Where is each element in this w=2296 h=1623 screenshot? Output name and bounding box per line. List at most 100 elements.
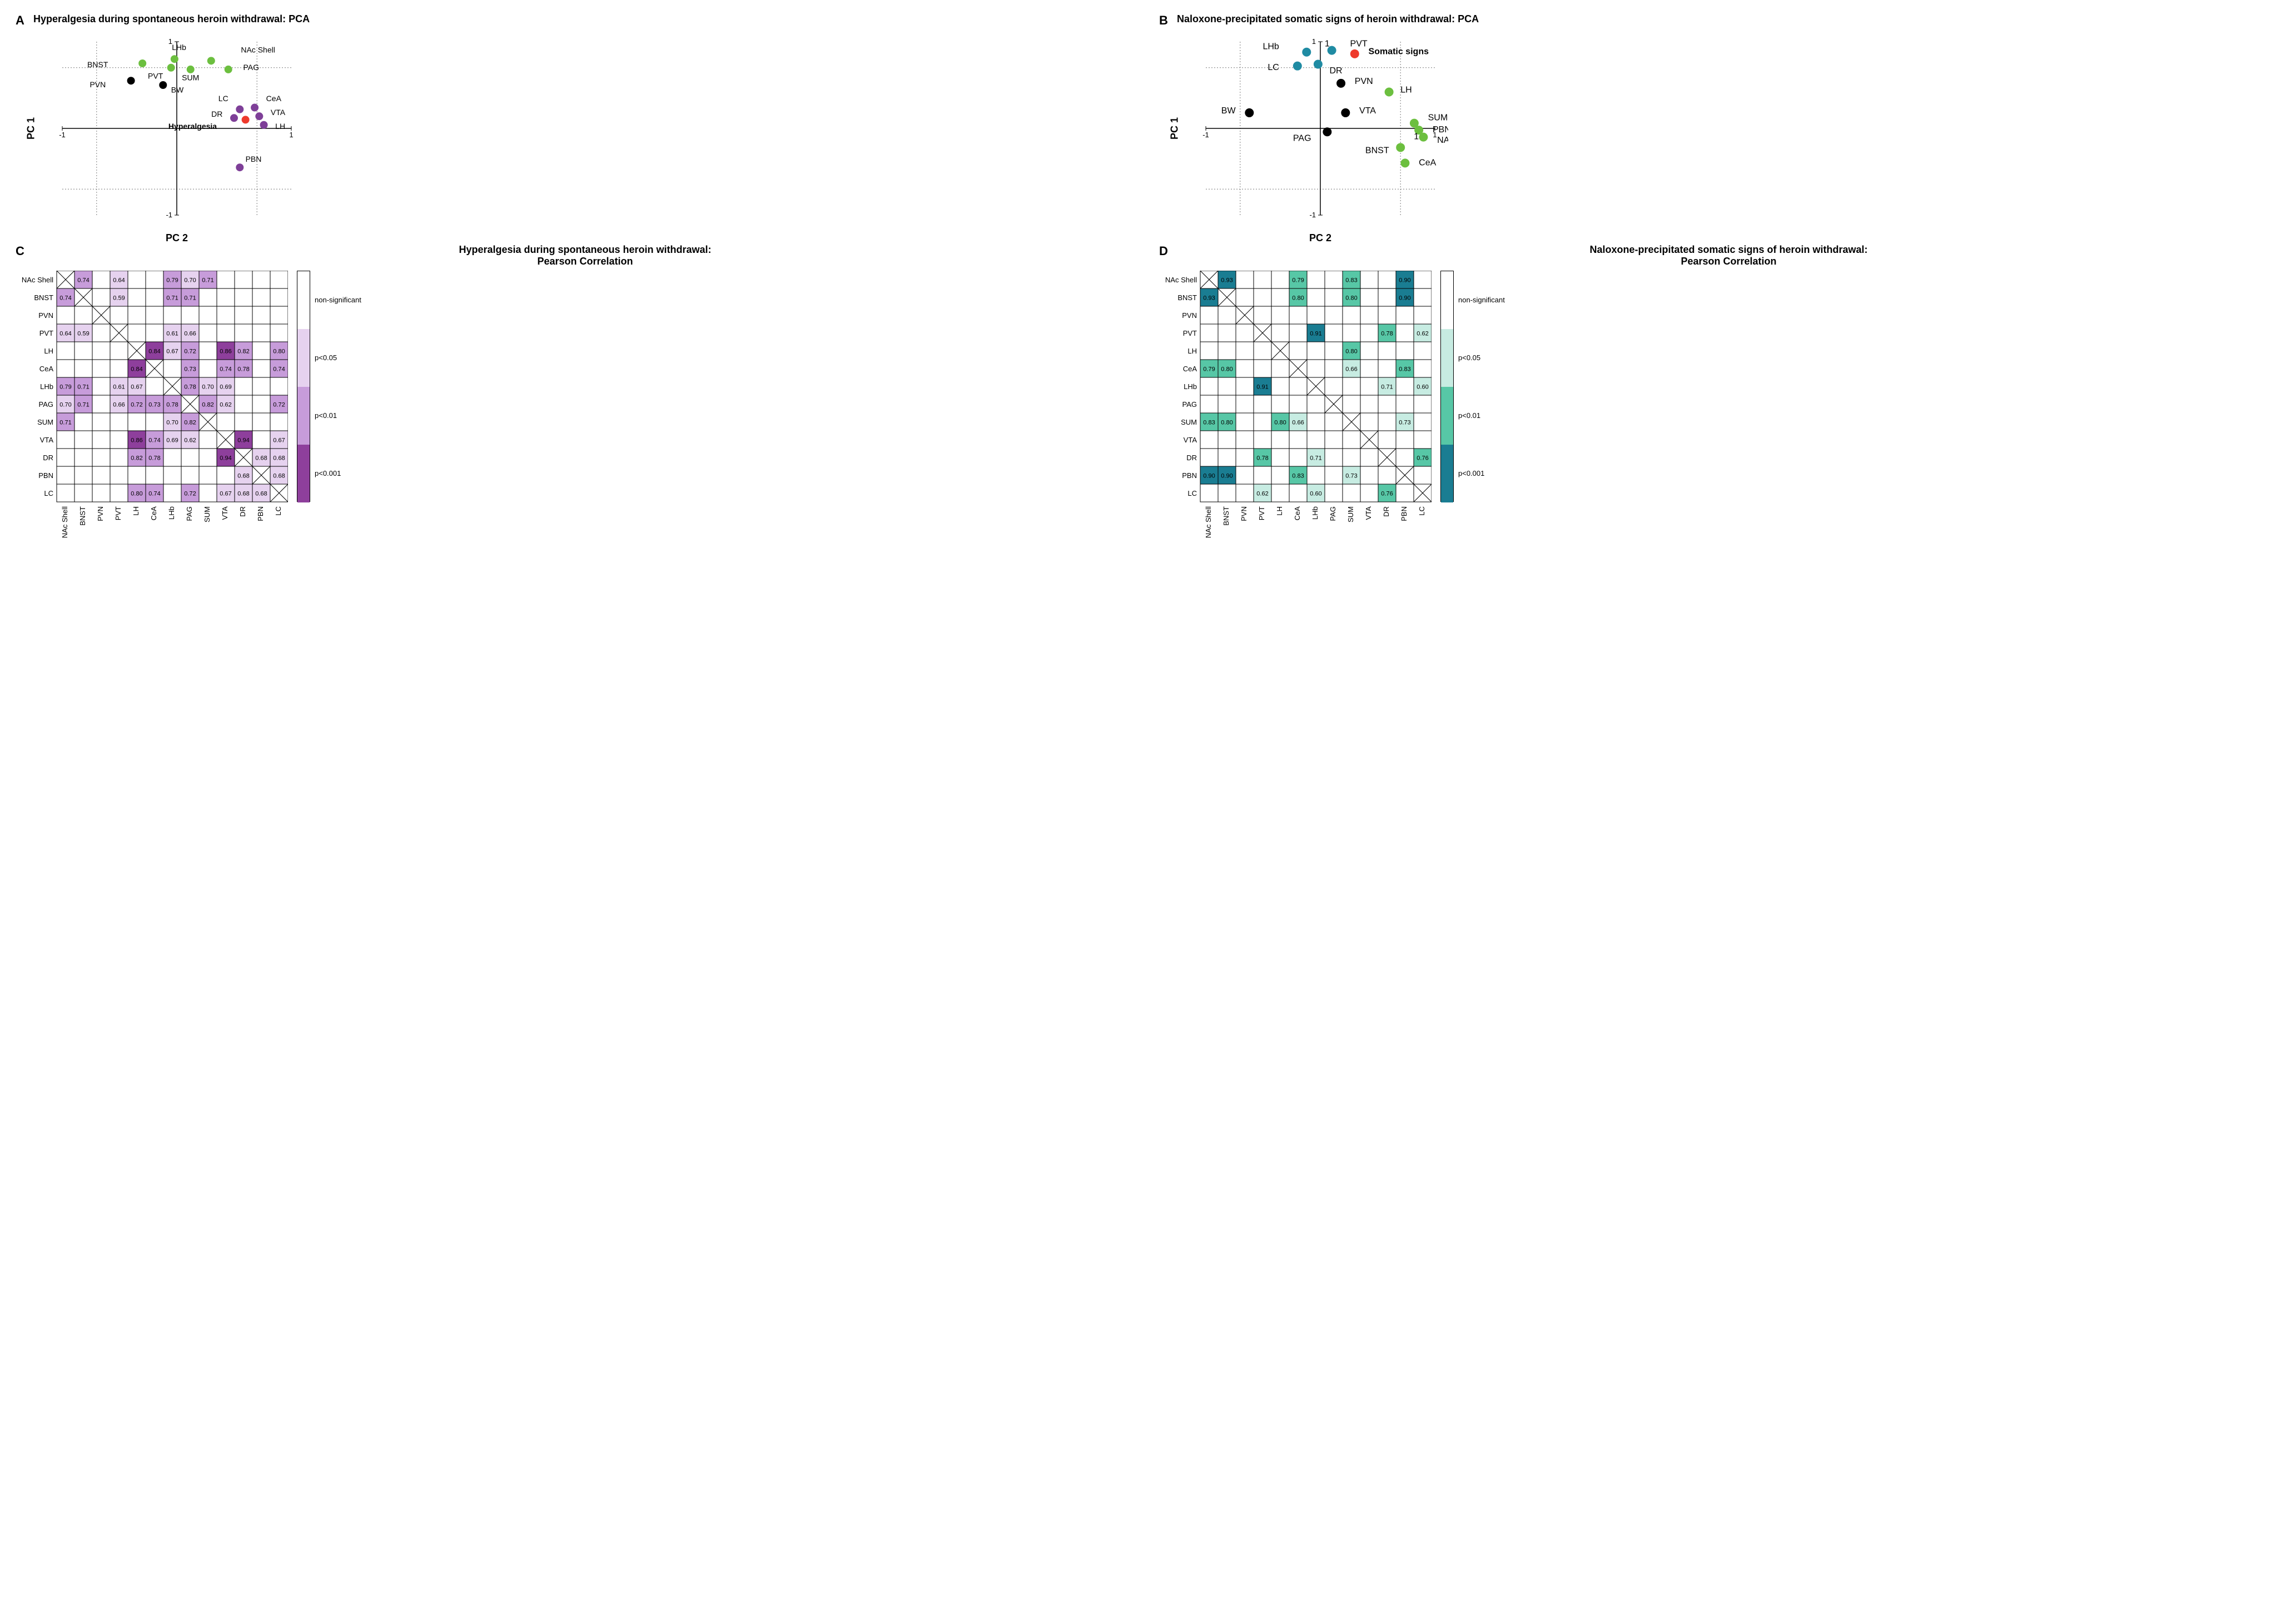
heatmap-value: 0.66 xyxy=(1345,366,1357,372)
heatmap-cell xyxy=(1378,431,1396,449)
heatmap-cell xyxy=(1218,324,1236,342)
heatmap-cell xyxy=(128,271,146,288)
heatmap-cell xyxy=(1271,271,1289,288)
heatmap-cell xyxy=(1289,377,1307,395)
heatmap-value: 0.82 xyxy=(184,419,196,426)
heatmap-value: 0.70 xyxy=(59,401,71,408)
heatmap-cell xyxy=(1396,431,1414,449)
heatmap-cell xyxy=(199,306,217,324)
heatmap-cell xyxy=(1325,324,1343,342)
legend-label: p<0.05 xyxy=(1458,354,1505,362)
legend-swatch xyxy=(297,271,310,329)
heatmap-cell xyxy=(1378,288,1396,306)
heatmap-value: 0.68 xyxy=(237,490,249,497)
heatmap-cell xyxy=(199,324,217,342)
heatmap-cell xyxy=(1414,360,1432,377)
heatmap-cell xyxy=(235,324,252,342)
legend-label: p<0.01 xyxy=(315,411,361,420)
heatmap-cell xyxy=(1271,377,1289,395)
heatmap-value: 0.66 xyxy=(113,401,125,408)
heatmap-value: 0.71 xyxy=(77,384,89,390)
heatmap-cell xyxy=(1236,431,1254,449)
heatmap-cell xyxy=(235,413,252,431)
heatmap-cell xyxy=(92,484,110,502)
scatter-point xyxy=(1302,48,1311,57)
heatmap-value: 0.80 xyxy=(1221,366,1233,372)
heatmap-cell xyxy=(1200,449,1218,466)
heatmap-col-label: LH xyxy=(132,506,140,516)
heatmap-cell xyxy=(1325,342,1343,360)
heatmap-cell xyxy=(1396,377,1414,395)
heatmap-cell xyxy=(1254,431,1271,449)
heatmap-cell xyxy=(1200,306,1218,324)
scatter-point xyxy=(187,66,195,73)
heatmap-cell xyxy=(57,431,74,449)
heatmap-cell xyxy=(163,306,181,324)
panel-title: Hyperalgesia during spontaneous heroin w… xyxy=(33,244,1137,267)
heatmap-value: 0.60 xyxy=(1310,490,1321,497)
heatmap-cell xyxy=(57,466,74,484)
heatmap-cell xyxy=(1236,449,1254,466)
y-axis-label: PC 1 xyxy=(26,117,37,140)
heatmap-value: 0.71 xyxy=(166,295,178,301)
heatmap-cell xyxy=(1236,413,1254,431)
heatmap-cell xyxy=(163,360,181,377)
point-label: BNST xyxy=(87,60,108,69)
heatmap-cell xyxy=(1254,413,1271,431)
point-label: 1 xyxy=(1414,132,1419,142)
heatmap-cell xyxy=(110,306,128,324)
heatmap-cell xyxy=(92,360,110,377)
heatmap-value: 0.80 xyxy=(1274,419,1286,426)
heatmap-cell xyxy=(74,413,92,431)
heatmap-value: 0.82 xyxy=(131,455,142,461)
heatmap-cell xyxy=(1360,377,1378,395)
panel-title: Naloxone-precipitated somatic signs of h… xyxy=(1177,244,2280,267)
point-label: LHb xyxy=(172,43,186,52)
heatmap-cell xyxy=(1325,360,1343,377)
scatter-point xyxy=(1419,133,1428,142)
heatmap-row-label: VTA xyxy=(40,436,54,444)
scatter-point xyxy=(1385,87,1394,96)
heatmap-row-label: BNST xyxy=(1177,293,1197,302)
heatmap-value: 0.70 xyxy=(166,419,178,426)
heatmap-cell xyxy=(1200,395,1218,413)
scatter-point xyxy=(1323,127,1331,136)
heatmap-cell xyxy=(57,449,74,466)
legend-swatch xyxy=(1441,329,1453,387)
heatmap-cell xyxy=(92,377,110,395)
heatmap-value: 0.71 xyxy=(77,401,89,408)
heatmap-cell xyxy=(1271,466,1289,484)
heatmap-cell xyxy=(110,431,128,449)
heatmap-cell xyxy=(235,271,252,288)
svg-text:-1: -1 xyxy=(59,131,66,139)
scatter-point xyxy=(251,104,259,112)
heatmap-value: 0.80 xyxy=(131,490,142,497)
heatmap-cell xyxy=(1218,449,1236,466)
scatter-point xyxy=(225,66,232,73)
heatmap-cell xyxy=(1325,288,1343,306)
heatmap-value: 0.70 xyxy=(184,277,196,283)
heatmap-col-label: LC xyxy=(1418,506,1426,516)
heatmap-row-label: LHb xyxy=(40,382,53,391)
legend-swatch xyxy=(297,387,310,445)
heatmap-cell xyxy=(235,288,252,306)
heatmap-cell xyxy=(270,377,288,395)
heatmap-value: 0.93 xyxy=(1221,277,1233,283)
point-label: VTA xyxy=(1359,106,1376,116)
heatmap-cell xyxy=(92,449,110,466)
heatmap-cell xyxy=(1254,395,1271,413)
scatter-point xyxy=(230,114,238,122)
heatmap-cell xyxy=(57,306,74,324)
heatmap-cell xyxy=(1200,324,1218,342)
heatmap-cell xyxy=(1254,360,1271,377)
heatmap-cell xyxy=(110,360,128,377)
svg-text:-1: -1 xyxy=(1309,211,1316,219)
heatmap-row-label: BNST xyxy=(34,293,53,302)
heatmap-col-label: LC xyxy=(274,506,282,516)
heatmap-cell xyxy=(1396,484,1414,502)
heatmap-cell xyxy=(1271,395,1289,413)
heatmap-cell xyxy=(1325,431,1343,449)
heatmap-value: 0.84 xyxy=(148,348,160,355)
heatmap-cell xyxy=(1254,271,1271,288)
heatmap-value: 0.68 xyxy=(273,472,285,479)
